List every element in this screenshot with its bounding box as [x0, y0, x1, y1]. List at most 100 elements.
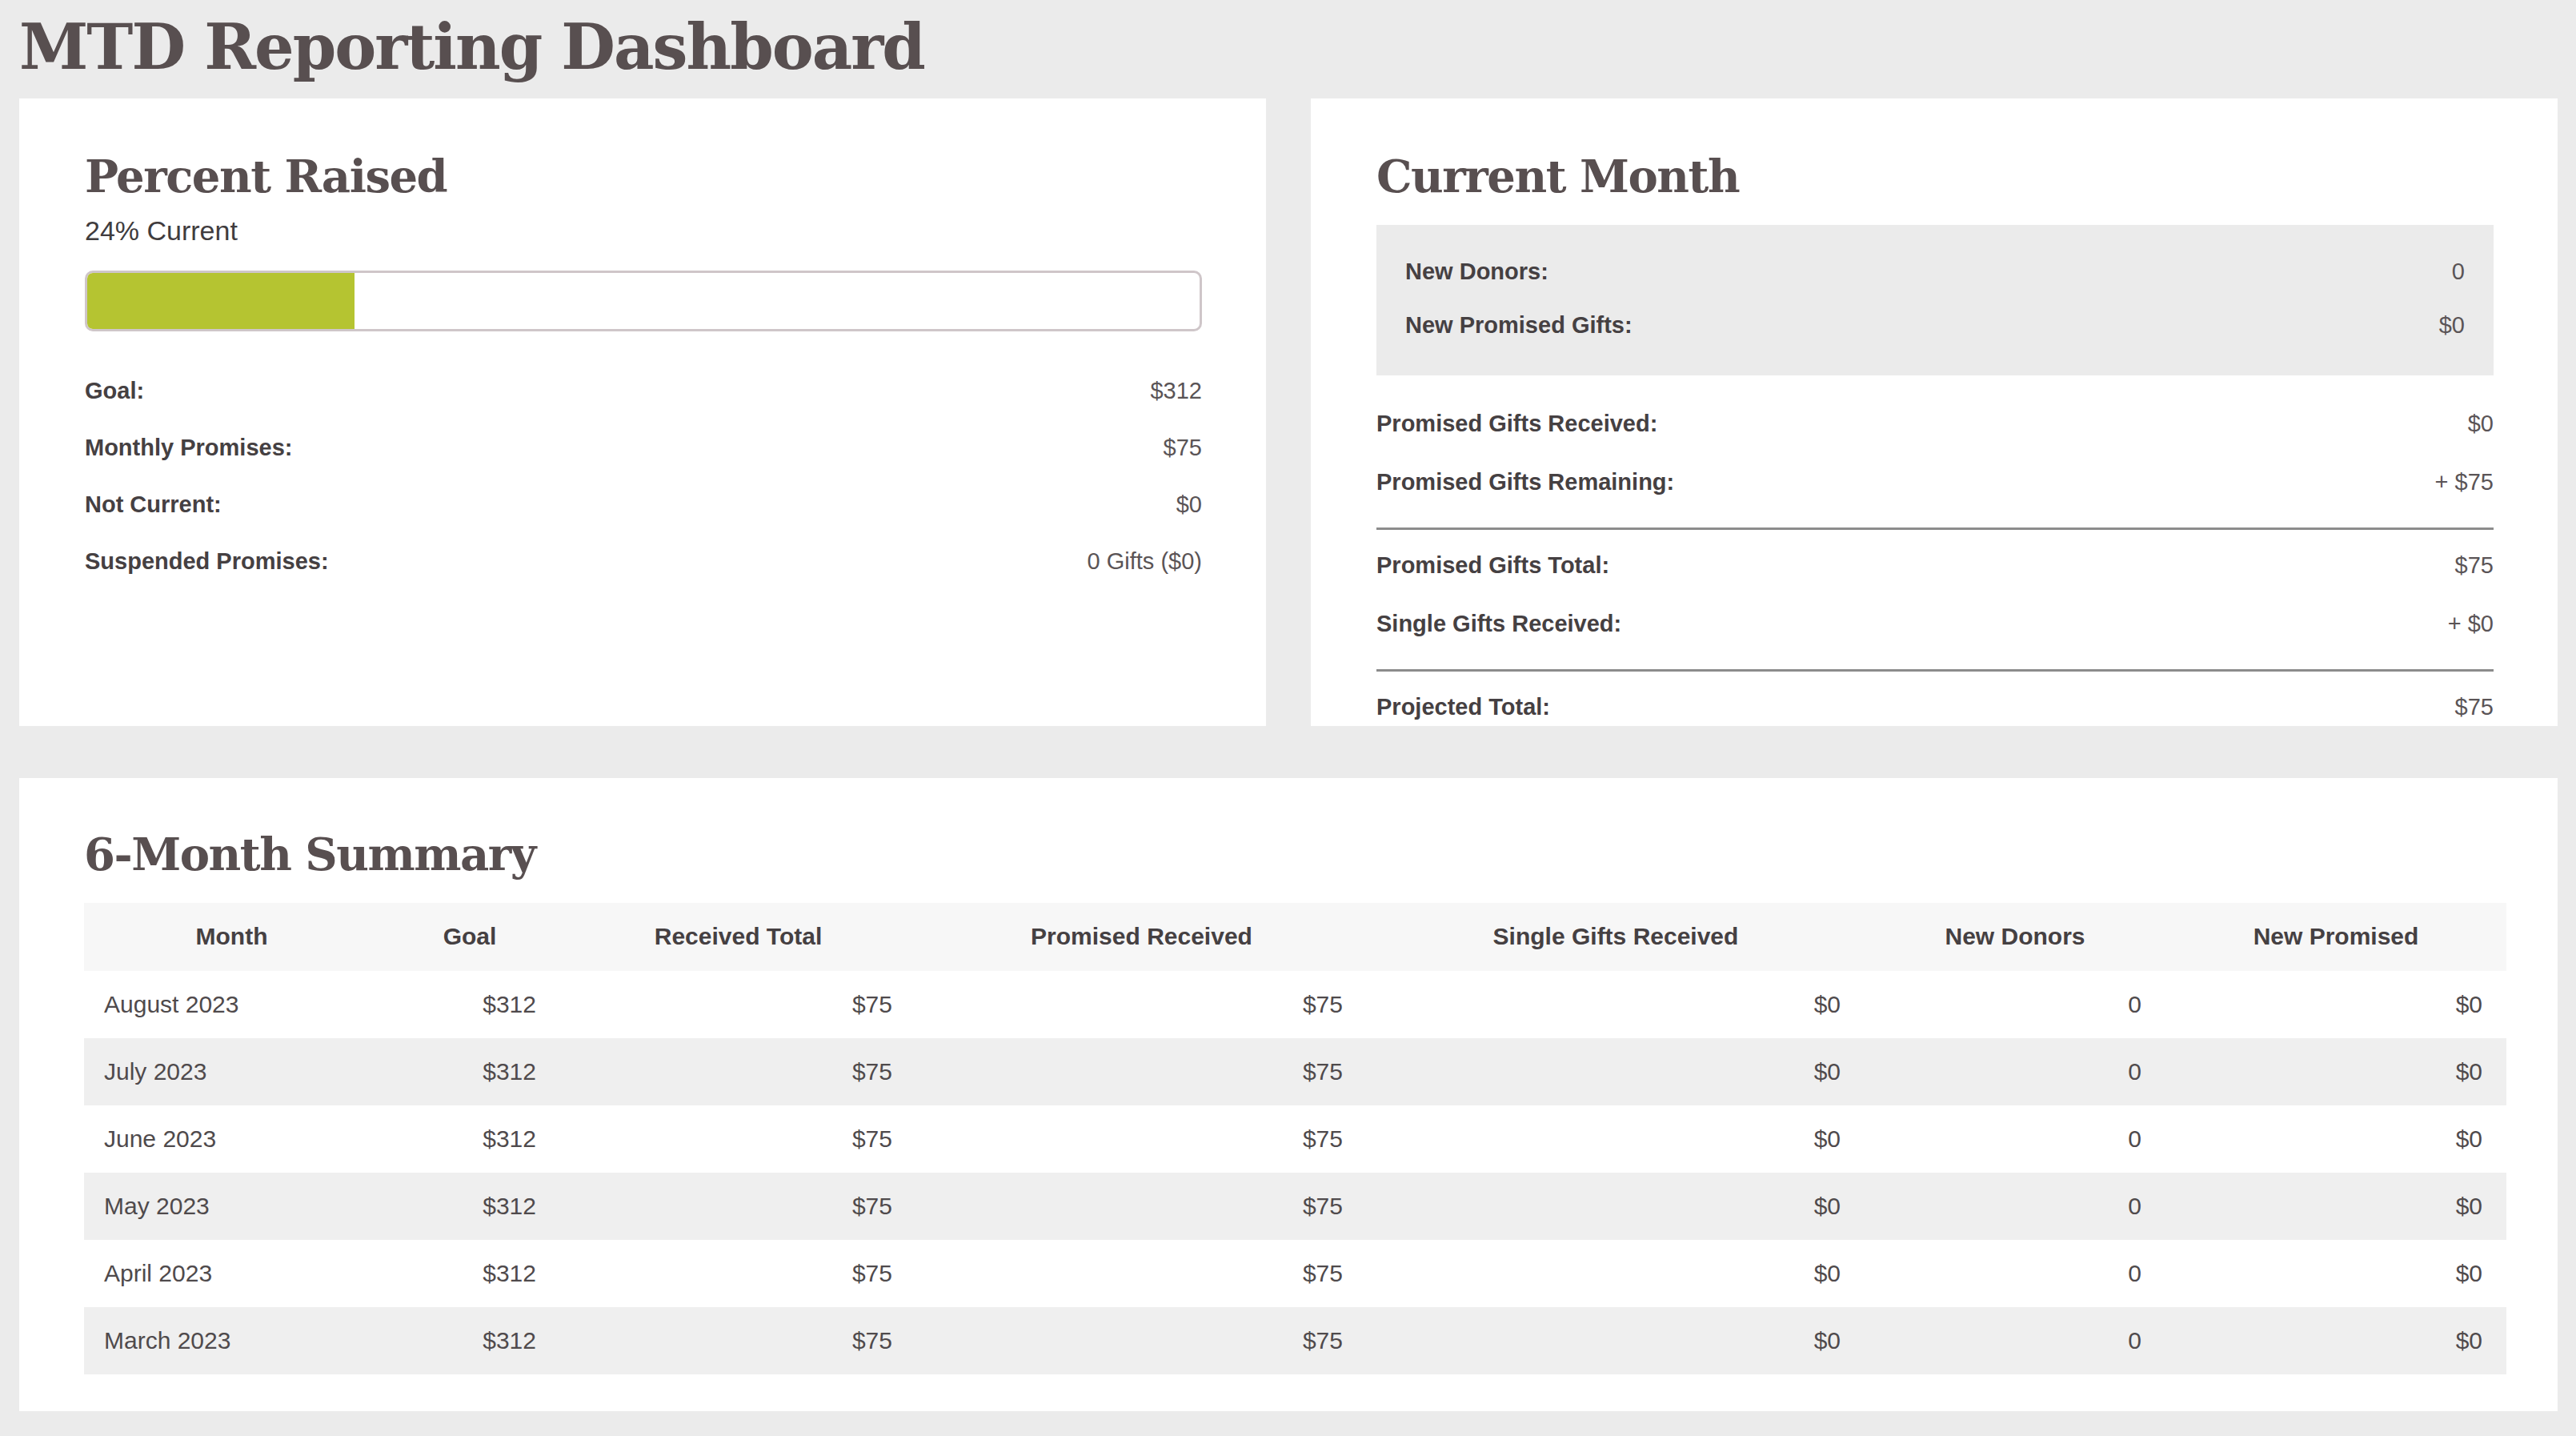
cell-new-promised: $0	[2165, 1240, 2506, 1307]
stat-value: $0	[1176, 491, 1202, 518]
stat-row-new-promised-gifts: New Promised Gifts: $0	[1405, 312, 2465, 339]
cell-received-total: $75	[560, 1307, 916, 1374]
cell-single-gifts-received: $0	[1367, 1038, 1865, 1105]
six-month-summary-heading: 6-Month Summary	[84, 828, 2506, 881]
stat-label: New Donors:	[1405, 259, 1548, 285]
cell-new-promised: $0	[2165, 971, 2506, 1038]
cell-new-donors: 0	[1865, 1240, 2165, 1307]
stat-value: $75	[1164, 435, 1202, 461]
column-header-new-promised: New Promised	[2165, 903, 2506, 971]
stat-label: Single Gifts Received:	[1376, 611, 1621, 637]
stat-label: Promised Gifts Total:	[1376, 552, 1609, 579]
stat-value: 0	[2452, 259, 2465, 285]
stat-label: Goal:	[85, 378, 144, 404]
cell-received-total: $75	[560, 971, 916, 1038]
cell-new-donors: 0	[1865, 1307, 2165, 1374]
cell-goal: $312	[379, 1307, 560, 1374]
cell-new-promised: $0	[2165, 1105, 2506, 1173]
column-header-goal: Goal	[379, 903, 560, 971]
stat-row-goal: Goal: $312	[85, 378, 1202, 404]
cell-month: July 2023	[84, 1038, 379, 1105]
stat-row-single-gifts-received: Single Gifts Received: + $0	[1376, 611, 2494, 637]
cell-new-promised: $0	[2165, 1038, 2506, 1105]
table-row: August 2023 $312 $75 $75 $0 0 $0	[84, 971, 2506, 1038]
stat-label: Monthly Promises:	[85, 435, 292, 461]
cell-promised-received: $75	[916, 1038, 1367, 1105]
current-month-card: Current Month New Donors: 0 New Promised…	[1311, 98, 2558, 726]
stat-label: Suspended Promises:	[85, 548, 329, 575]
ledger-divider	[1376, 669, 2494, 672]
cell-new-donors: 0	[1865, 1173, 2165, 1240]
stat-label: Projected Total:	[1376, 694, 1550, 720]
cell-goal: $312	[379, 1105, 560, 1173]
cell-received-total: $75	[560, 1038, 916, 1105]
percent-current-label: 24% Current	[85, 215, 1202, 247]
cell-month: June 2023	[84, 1105, 379, 1173]
cell-received-total: $75	[560, 1240, 916, 1307]
page-title: MTD Reporting Dashboard	[19, 6, 2558, 87]
stat-value: + $0	[2448, 611, 2494, 637]
cell-new-promised: $0	[2165, 1173, 2506, 1240]
summary-table-header-row: Month Goal Received Total Promised Recei…	[84, 903, 2506, 971]
cell-received-total: $75	[560, 1105, 916, 1173]
stat-value: 0 Gifts ($0)	[1088, 548, 1202, 575]
stat-row-promised-gifts-total: Promised Gifts Total: $75	[1376, 552, 2494, 579]
top-cards-row: Percent Raised 24% Current Goal: $312 Mo…	[19, 98, 2558, 726]
stat-row-projected-total: Projected Total: $75	[1376, 694, 2494, 720]
table-row: April 2023 $312 $75 $75 $0 0 $0	[84, 1240, 2506, 1307]
percent-raised-heading: Percent Raised	[85, 150, 1202, 203]
progress-fill	[87, 273, 355, 329]
cell-goal: $312	[379, 1038, 560, 1105]
dashboard-page: MTD Reporting Dashboard Percent Raised 2…	[0, 0, 2576, 1436]
cell-month: April 2023	[84, 1240, 379, 1307]
summary-table: Month Goal Received Total Promised Recei…	[84, 903, 2506, 1374]
table-row: July 2023 $312 $75 $75 $0 0 $0	[84, 1038, 2506, 1105]
cell-goal: $312	[379, 1240, 560, 1307]
stat-row-monthly-promises: Monthly Promises: $75	[85, 435, 1202, 461]
cell-month: May 2023	[84, 1173, 379, 1240]
cell-new-promised: $0	[2165, 1307, 2506, 1374]
stat-value: $0	[2439, 312, 2465, 339]
column-header-promised-received: Promised Received	[916, 903, 1367, 971]
cell-new-donors: 0	[1865, 971, 2165, 1038]
stat-value: + $75	[2435, 469, 2494, 495]
current-month-ledger: Promised Gifts Received: $0 Promised Gif…	[1376, 411, 2494, 720]
column-header-month: Month	[84, 903, 379, 971]
cell-new-donors: 0	[1865, 1038, 2165, 1105]
cell-single-gifts-received: $0	[1367, 1173, 1865, 1240]
current-month-heading: Current Month	[1376, 150, 2494, 203]
table-row: May 2023 $312 $75 $75 $0 0 $0	[84, 1173, 2506, 1240]
column-header-single-gifts-received: Single Gifts Received	[1367, 903, 1865, 971]
percent-raised-card: Percent Raised 24% Current Goal: $312 Mo…	[19, 98, 1266, 726]
stat-value: $0	[2468, 411, 2494, 437]
cell-single-gifts-received: $0	[1367, 1105, 1865, 1173]
cell-promised-received: $75	[916, 1240, 1367, 1307]
cell-new-donors: 0	[1865, 1105, 2165, 1173]
stat-value: $312	[1150, 378, 1202, 404]
column-header-new-donors: New Donors	[1865, 903, 2165, 971]
stat-row-promised-gifts-received: Promised Gifts Received: $0	[1376, 411, 2494, 437]
cell-month: August 2023	[84, 971, 379, 1038]
table-row: June 2023 $312 $75 $75 $0 0 $0	[84, 1105, 2506, 1173]
ledger-divider	[1376, 527, 2494, 530]
progress-bar	[85, 271, 1202, 331]
stat-row-new-donors: New Donors: 0	[1405, 259, 2465, 285]
cell-received-total: $75	[560, 1173, 916, 1240]
cell-goal: $312	[379, 971, 560, 1038]
cell-month: March 2023	[84, 1307, 379, 1374]
cell-promised-received: $75	[916, 971, 1367, 1038]
stat-value: $75	[2455, 552, 2494, 579]
cell-promised-received: $75	[916, 1173, 1367, 1240]
stat-value: $75	[2455, 694, 2494, 720]
six-month-summary-card: 6-Month Summary Month Goal Received Tota…	[19, 778, 2558, 1411]
column-header-received-total: Received Total	[560, 903, 916, 971]
cell-promised-received: $75	[916, 1105, 1367, 1173]
stat-row-not-current: Not Current: $0	[85, 491, 1202, 518]
stat-row-suspended-promises: Suspended Promises: 0 Gifts ($0)	[85, 548, 1202, 575]
stat-row-promised-gifts-remaining: Promised Gifts Remaining: + $75	[1376, 469, 2494, 495]
cell-single-gifts-received: $0	[1367, 1240, 1865, 1307]
stat-label: New Promised Gifts:	[1405, 312, 1633, 339]
cell-single-gifts-received: $0	[1367, 1307, 1865, 1374]
cell-promised-received: $75	[916, 1307, 1367, 1374]
cell-goal: $312	[379, 1173, 560, 1240]
